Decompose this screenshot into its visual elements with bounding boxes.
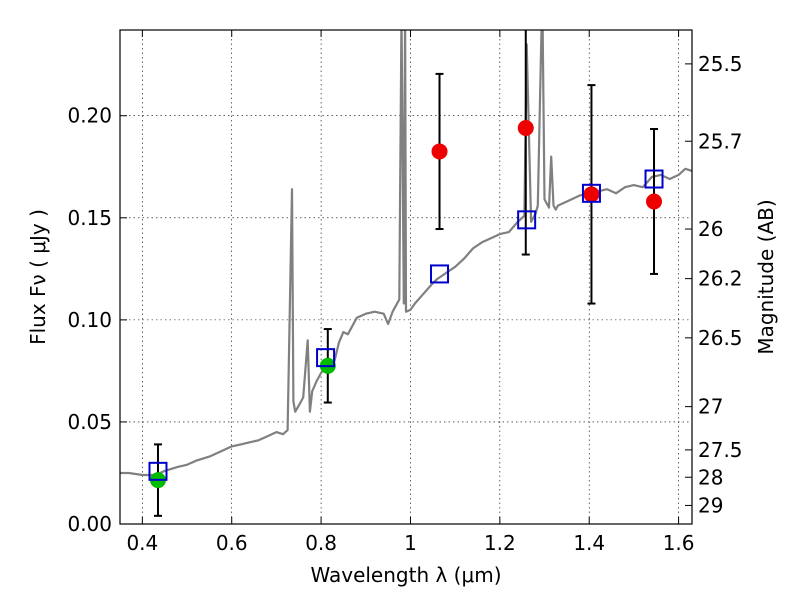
y-tick-label: 0.20 — [67, 104, 112, 128]
model-square — [581, 183, 601, 203]
right-tick-label: 26.5 — [698, 326, 743, 350]
right-tick-label: 26.2 — [698, 267, 743, 291]
model-square — [644, 169, 664, 189]
ticks: 0.4 0.6 0.8 1 1.2 1.4 1.6 0.00 0.05 0.10 0.15 0.20 2… — [67, 30, 743, 555]
x-tick-label: 1.2 — [484, 531, 516, 555]
y-tick-label: 0.05 — [67, 410, 112, 434]
right-tick-label: 27.5 — [698, 438, 743, 462]
model-square — [517, 210, 537, 230]
model-square — [316, 348, 336, 368]
x-tick-label: 0.6 — [216, 531, 248, 555]
plot-frame — [119, 29, 693, 525]
right-tick-label: 28 — [698, 465, 723, 489]
y-tick-label: 0.10 — [67, 308, 112, 332]
plot-area — [120, 30, 692, 517]
y-axis-label: Flux Fν ( μJy ) — [26, 209, 50, 345]
x-tick-label: 0.8 — [305, 531, 337, 555]
model-square — [148, 461, 168, 481]
x-tick-label: 0.4 — [126, 531, 158, 555]
spectrum-line — [120, 30, 692, 477]
x-tick-label: 1.4 — [573, 531, 605, 555]
right-tick-label: 25.5 — [698, 52, 743, 76]
y-tick-label: 0.00 — [67, 512, 112, 536]
right-tick-label: 25.7 — [698, 129, 743, 153]
red-data-point — [517, 119, 534, 136]
right-tick-label: 29 — [698, 493, 723, 517]
y-tick-label: 0.15 — [67, 206, 112, 230]
right-axis-label: Magnitude (AB) — [754, 199, 778, 354]
x-tick-label: 1.6 — [663, 531, 695, 555]
x-axis-label: Wavelength λ (μm) — [310, 563, 501, 587]
red-data-point — [646, 193, 663, 210]
x-tick-label: 1 — [404, 531, 417, 555]
red-data-point — [583, 186, 600, 203]
right-tick-label: 26 — [698, 217, 723, 241]
right-tick-label: 27 — [698, 395, 723, 419]
model-square — [430, 264, 450, 284]
red-data-point — [431, 143, 448, 160]
